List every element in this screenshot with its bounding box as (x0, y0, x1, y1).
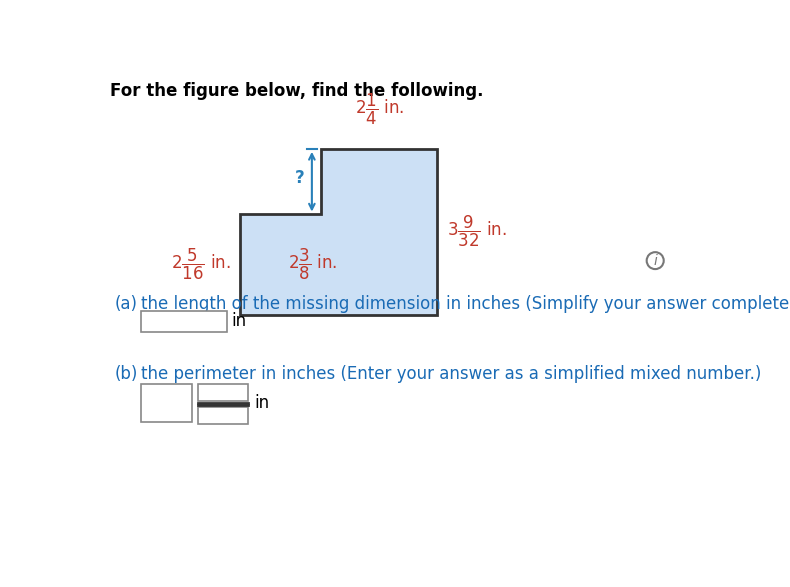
Text: $3\dfrac{9}{32}$ in.: $3\dfrac{9}{32}$ in. (446, 214, 506, 249)
Text: in: in (231, 312, 246, 330)
Text: the length of the missing dimension in inches (Simplify your answer completely.): the length of the missing dimension in i… (141, 295, 790, 313)
FancyBboxPatch shape (141, 384, 192, 422)
Text: (a): (a) (115, 295, 137, 313)
Text: $2\dfrac{1}{4}$ in.: $2\dfrac{1}{4}$ in. (355, 92, 404, 127)
Text: i: i (653, 254, 657, 268)
Text: in: in (254, 394, 269, 412)
Text: the perimeter in inches (Enter your answer as a simplified mixed number.): the perimeter in inches (Enter your answ… (141, 365, 762, 383)
FancyBboxPatch shape (141, 311, 227, 332)
Text: ?: ? (295, 169, 304, 187)
Text: $2\dfrac{5}{16}$ in.: $2\dfrac{5}{16}$ in. (171, 247, 231, 282)
Polygon shape (240, 149, 438, 315)
Text: For the figure below, find the following.: For the figure below, find the following… (111, 82, 483, 100)
Text: $2\dfrac{3}{8}$ in.: $2\dfrac{3}{8}$ in. (288, 247, 337, 282)
FancyBboxPatch shape (198, 384, 248, 401)
FancyBboxPatch shape (198, 407, 248, 424)
Text: (b): (b) (115, 365, 137, 383)
